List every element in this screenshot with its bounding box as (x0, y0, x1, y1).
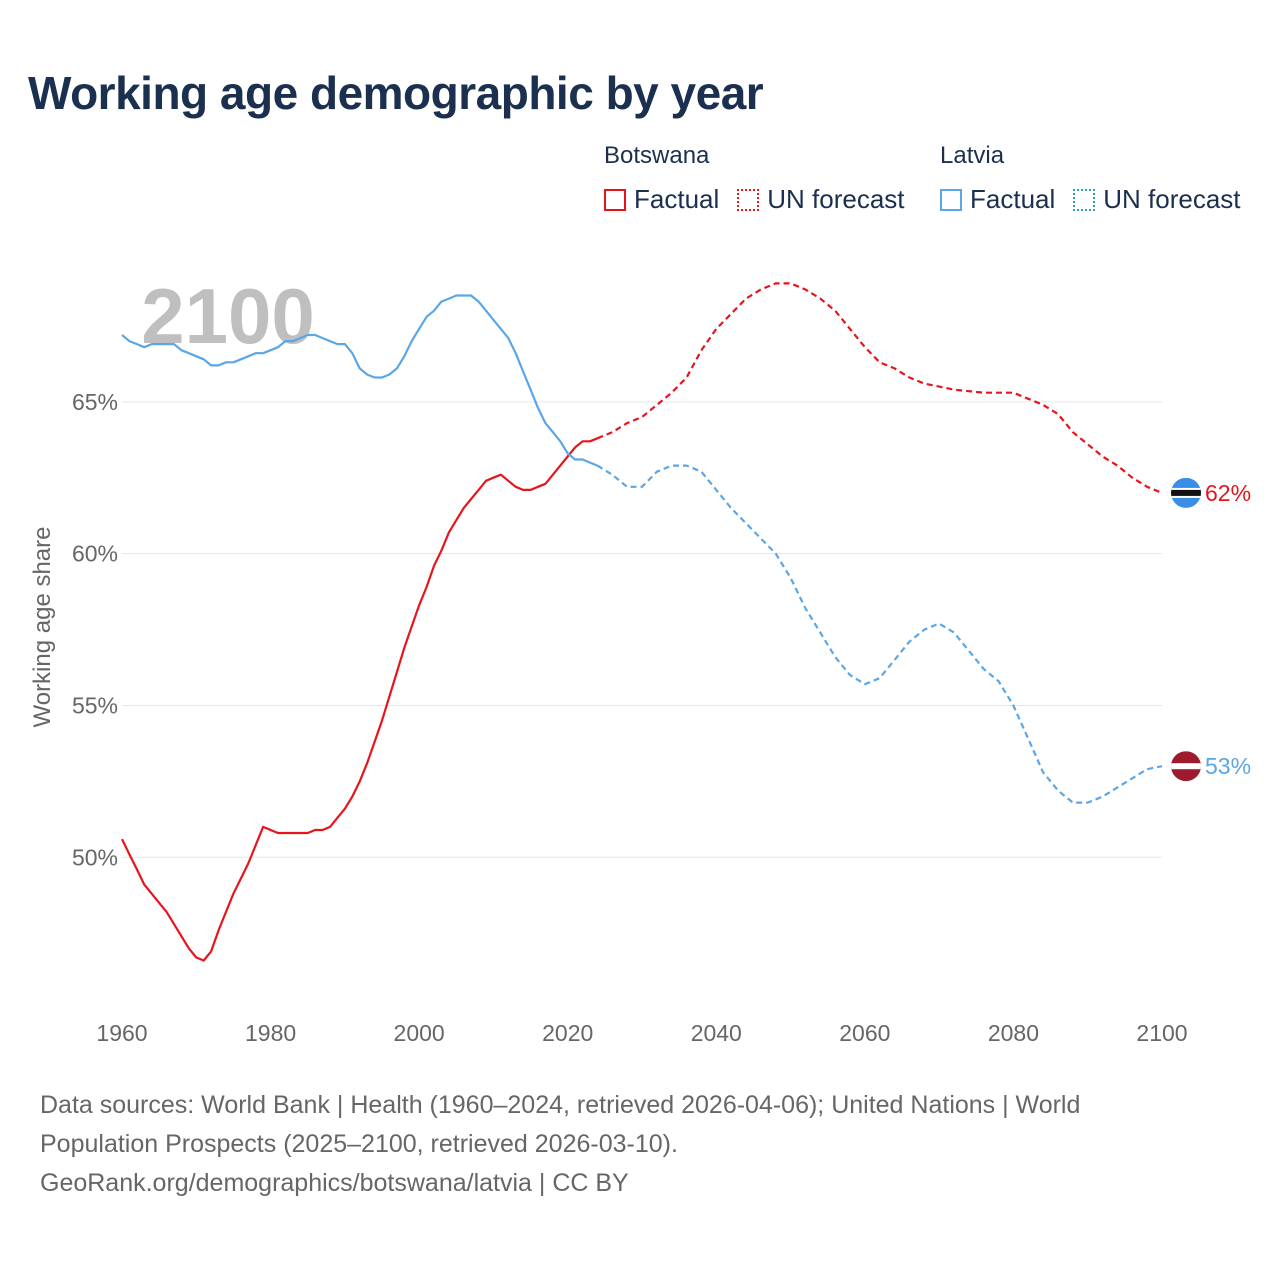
solid-swatch-icon (604, 188, 626, 211)
end-value-label: 62% (1205, 480, 1251, 506)
series-line-latvia-forecast[interactable] (596, 464, 1163, 804)
solid-swatch-icon (940, 188, 962, 211)
legend-item-latvia-factual[interactable]: Factual (940, 184, 1055, 215)
legend-group-botswana: Botswana Factual UN forecast (604, 142, 923, 215)
x-tick-label: 1980 (245, 1020, 296, 1046)
legend-label: Factual (970, 184, 1056, 214)
y-axis-label: Working age share (29, 527, 56, 728)
x-tick-label: 2000 (394, 1020, 445, 1046)
y-tick-label: 50% (72, 844, 118, 870)
x-tick-label: 2020 (542, 1020, 593, 1046)
legend-group-latvia: Latvia Factual UN forecast (940, 142, 1259, 215)
legend-item-botswana-factual[interactable]: Factual (604, 184, 719, 215)
end-value-label: 53% (1205, 753, 1251, 779)
x-tick-label: 1960 (96, 1020, 147, 1046)
legend-item-latvia-forecast[interactable]: UN forecast (1073, 184, 1241, 215)
dotted-swatch-icon (737, 188, 760, 211)
series-line-latvia-factual[interactable] (121, 294, 598, 467)
legend-country-label: Latvia (940, 142, 1005, 169)
legend-country-label: Botswana (604, 142, 710, 169)
footer-sources-line: Data sources: World Bank | Health (1960–… (40, 1091, 1081, 1119)
legend-label: UN forecast (767, 184, 905, 214)
y-tick-label: 60% (72, 541, 118, 567)
x-tick-label: 2100 (1136, 1020, 1187, 1046)
legend-item-botswana-forecast[interactable]: UN forecast (737, 184, 905, 215)
x-tick-label: 2060 (839, 1020, 890, 1046)
x-tick-label: 2080 (988, 1020, 1039, 1046)
chart-footer: Data sources: World Bank | Health (1960–… (40, 1086, 1240, 1203)
y-tick-label: 55% (72, 692, 118, 718)
y-tick-label: 65% (72, 389, 118, 415)
footer-link[interactable]: GeoRank.org/demographics/botswana/latvia… (40, 1169, 629, 1197)
legend-label: UN forecast (1103, 184, 1241, 214)
latvia-flag-icon (1171, 751, 1201, 782)
legend-label: Factual (634, 184, 720, 214)
series-line-botswana-forecast[interactable] (596, 282, 1163, 494)
chart-title: Working age demographic by year (28, 67, 764, 119)
dotted-swatch-icon (1073, 188, 1096, 211)
footer-sources-line: Population Prospects (2025–2100, retriev… (40, 1130, 678, 1158)
series-line-botswana-factual[interactable] (121, 437, 598, 962)
botswana-flag-icon (1171, 477, 1201, 508)
year-indicator: 2100 (141, 272, 315, 360)
x-tick-label: 2040 (691, 1020, 742, 1046)
